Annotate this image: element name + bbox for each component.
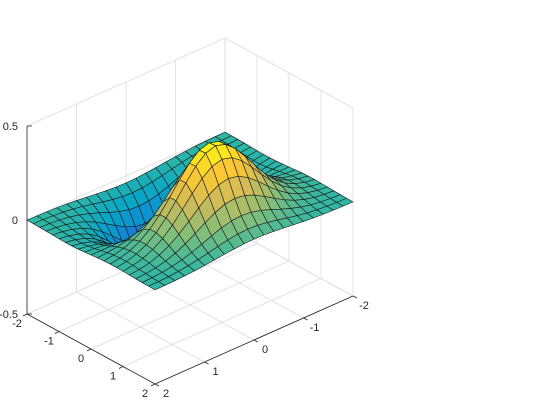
y-tick-label: -2 <box>359 300 369 312</box>
x-tick-label: 1 <box>110 371 116 383</box>
x-tick-label: -1 <box>44 336 54 348</box>
x-tick-mark <box>22 313 28 317</box>
floor-grid-line-y <box>76 291 205 363</box>
x-tick-mark <box>150 383 156 387</box>
x-tick-mark <box>54 331 60 334</box>
z-tick-label: 0.5 <box>3 121 18 133</box>
tick-label-layer: -2 -1 0 1 2 -2 -1 0 1 2 -0.5 0 0.5 <box>0 121 369 400</box>
y-tick-label: 1 <box>212 366 218 378</box>
back-grid-line-horizontal <box>26 131 226 221</box>
x-tick-label: 2 <box>142 388 148 400</box>
y-tick-mark <box>303 317 308 321</box>
z-tick-label: -0.5 <box>0 309 18 321</box>
side-grid-line-horizontal <box>224 37 354 109</box>
surface-layer <box>26 131 354 291</box>
y-tick-mark <box>154 383 160 387</box>
surface-face <box>148 281 166 291</box>
y-tick-label: -1 <box>310 322 320 334</box>
x-tick-mark <box>118 366 124 369</box>
y-tick-mark <box>204 361 209 365</box>
back-grid-line-horizontal <box>26 37 226 127</box>
x-tick-label: -2 <box>12 318 22 330</box>
y-tick-label: 2 <box>163 388 169 400</box>
x-tick-mark <box>86 348 92 352</box>
y-tick-mark <box>352 295 358 299</box>
x-tick-label: 0 <box>78 353 84 365</box>
y-tick-label: 0 <box>262 344 268 356</box>
y-tick-mark <box>253 339 259 343</box>
z-tick-label: 0 <box>12 215 18 227</box>
